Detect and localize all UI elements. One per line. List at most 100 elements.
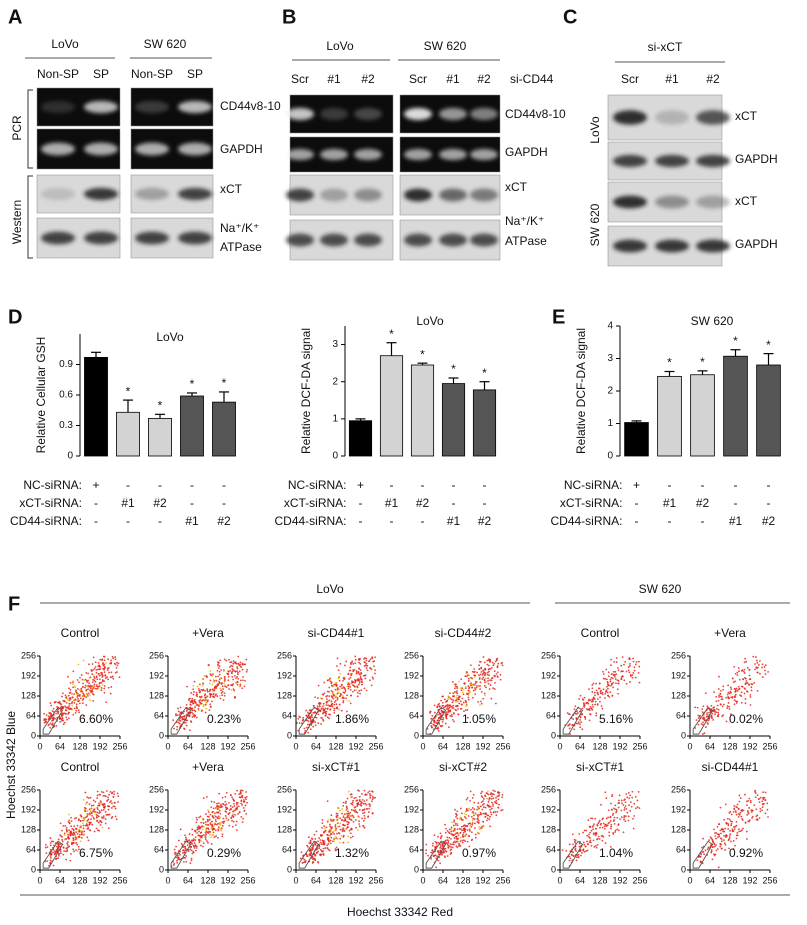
dot (308, 709, 311, 712)
dot (193, 709, 196, 712)
dot (591, 687, 594, 690)
dot (478, 807, 481, 810)
dot (78, 681, 80, 684)
dot (452, 843, 455, 846)
significance: * (766, 338, 771, 352)
dot (440, 834, 443, 837)
dot (357, 677, 360, 680)
dot (230, 688, 233, 691)
blot-band (696, 239, 730, 253)
dot (103, 668, 105, 671)
dot (201, 825, 204, 827)
dot (318, 703, 321, 706)
dot (72, 848, 75, 851)
dot (329, 708, 332, 711)
dot (206, 700, 209, 703)
dot (734, 690, 737, 693)
dot (87, 818, 90, 821)
dot (193, 691, 195, 693)
gate (170, 840, 192, 869)
dot (78, 699, 81, 702)
gate (562, 840, 584, 869)
dot (368, 790, 371, 793)
dot (496, 810, 499, 813)
blot-band (404, 188, 432, 202)
dot (457, 708, 459, 710)
dot (624, 801, 627, 804)
dot (333, 840, 335, 843)
dot (431, 844, 434, 847)
dot (209, 813, 212, 816)
dot (107, 658, 110, 661)
condition-value: #1 (185, 514, 199, 528)
dot (747, 799, 750, 802)
dot (349, 836, 352, 839)
chart-title: LoVo (156, 330, 184, 344)
significance: * (482, 366, 487, 380)
dot (748, 797, 751, 800)
dot (344, 828, 347, 830)
y-tick-label: 64 (409, 844, 419, 854)
dot (425, 849, 428, 852)
dot (602, 688, 605, 691)
dot (631, 674, 634, 677)
dot (231, 668, 234, 670)
dot (495, 799, 498, 802)
dot (72, 670, 75, 673)
dot (213, 825, 215, 827)
dot (90, 670, 93, 673)
dot (301, 719, 304, 722)
dot (323, 843, 325, 846)
dot (214, 815, 217, 818)
dot (617, 829, 620, 832)
percent: 0.97% (462, 846, 496, 860)
dot (231, 825, 234, 828)
dot (85, 672, 88, 674)
dot (92, 804, 95, 807)
dot (96, 814, 99, 817)
dot (478, 826, 481, 828)
dot (487, 790, 489, 793)
dot (706, 713, 708, 716)
dot (313, 833, 316, 836)
x-tick-label: 64 (55, 875, 65, 885)
dot (489, 660, 492, 663)
dot (731, 830, 734, 833)
dot (446, 711, 448, 713)
dot (176, 859, 178, 862)
dot (78, 702, 81, 705)
dot (312, 705, 315, 707)
dot (95, 684, 98, 686)
dot (353, 668, 356, 671)
dot (638, 665, 641, 668)
dot (481, 808, 484, 811)
dot (435, 721, 438, 724)
dot (479, 673, 482, 676)
dot (110, 800, 112, 802)
dot (240, 799, 243, 802)
dot (629, 794, 632, 797)
dot (214, 818, 217, 821)
dot (327, 819, 329, 821)
dot (363, 826, 366, 829)
dot (608, 831, 611, 834)
dot (694, 727, 697, 729)
dot (207, 811, 210, 813)
dot (745, 680, 748, 682)
dot (104, 666, 107, 669)
dot (236, 675, 239, 678)
dot (224, 800, 227, 803)
dot (740, 691, 743, 694)
dot (350, 674, 353, 677)
dot (744, 821, 747, 824)
dot (695, 719, 698, 721)
dot (185, 724, 188, 727)
dot (489, 668, 492, 670)
dot (589, 705, 592, 708)
dot (737, 815, 740, 818)
dot (749, 799, 752, 802)
dot (456, 810, 459, 813)
dot (474, 813, 477, 815)
dot (605, 817, 608, 820)
dot (341, 812, 343, 815)
